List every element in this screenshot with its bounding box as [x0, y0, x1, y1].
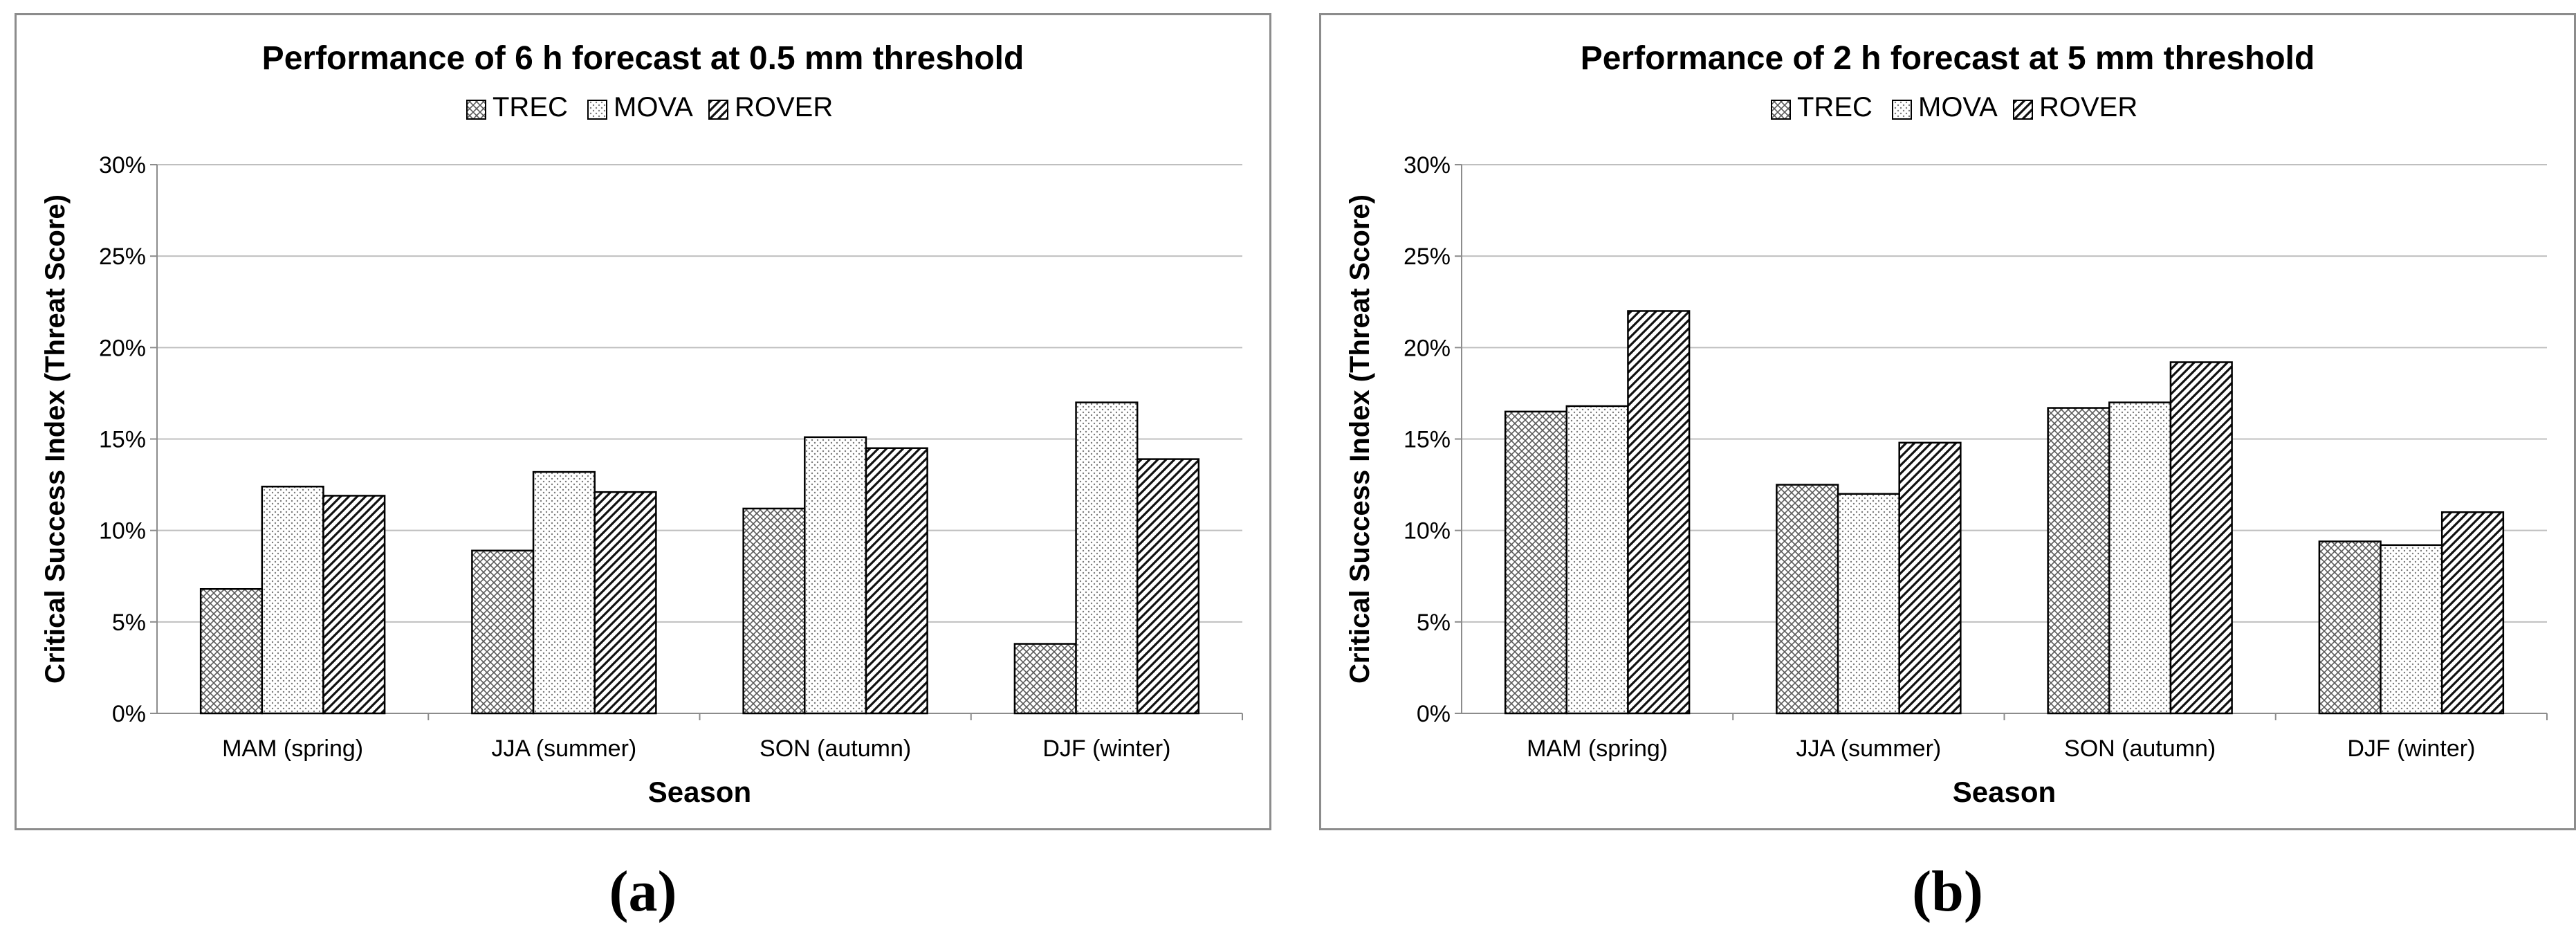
bar-mova	[1565, 405, 1629, 715]
bar-rover	[1898, 441, 1962, 715]
y-tick-label: 10%	[99, 518, 146, 545]
bar-rover	[322, 495, 386, 715]
legend-swatch-mova	[1892, 100, 1912, 120]
legend-label-rover: ROVER	[735, 92, 833, 122]
bar-rover	[1627, 310, 1691, 715]
bar-rover	[2440, 511, 2505, 715]
bar-trec	[1776, 484, 1839, 715]
caption-b: (b)	[1912, 859, 1983, 924]
bar-trec	[2047, 407, 2110, 715]
chart-panel-a: Performance of 6 h forecast at 0.5 mm th…	[15, 13, 1271, 830]
legend: TREC MOVA ROVER	[466, 92, 833, 122]
y-tick-label: 30%	[99, 152, 146, 179]
bar-mova	[1837, 493, 1900, 715]
legend-swatch-trec	[1771, 100, 1791, 120]
legend-swatch-trec	[466, 100, 486, 120]
bar-trec	[471, 549, 535, 715]
y-tick-label: 15%	[99, 427, 146, 453]
x-axis-label: Season	[1953, 776, 2056, 808]
legend-label-trec: TREC	[493, 92, 568, 122]
caption-a: (a)	[609, 859, 677, 924]
y-tick-label: 15%	[1404, 427, 1451, 453]
legend-swatch-mova	[587, 100, 607, 120]
chart-panel-b: Performance of 2 h forecast at 5 mm thre…	[1319, 13, 2576, 830]
legend-label-mova: MOVA	[1918, 92, 1998, 122]
legend-label-trec: TREC	[1797, 92, 1873, 122]
y-tick-label: 25%	[99, 244, 146, 270]
y-axis-label: Critical Success Index (Threat Score)	[1345, 194, 1375, 684]
bar-mova	[804, 436, 867, 715]
bar-rover	[865, 447, 928, 715]
bar-trec	[2318, 540, 2382, 715]
bar-trec	[199, 588, 264, 715]
chart-title: Performance of 6 h forecast at 0.5 mm th…	[262, 40, 1024, 77]
legend: TREC MOVA ROVER	[1771, 92, 2137, 122]
bar-mova	[2108, 401, 2172, 715]
bar-mova	[2380, 544, 2443, 715]
x-tick-label: JJA (summer)	[1796, 736, 1942, 762]
chart-title: Performance of 2 h forecast at 5 mm thre…	[1581, 40, 2315, 77]
bar-trec	[742, 507, 806, 715]
y-tick-label: 20%	[1404, 335, 1451, 361]
x-tick-label: SON (autumn)	[760, 736, 911, 762]
x-tick-label: MAM (spring)	[222, 736, 363, 762]
legend-label-mova: MOVA	[614, 92, 693, 122]
bar-rover	[1136, 458, 1200, 715]
bar-trec	[1504, 410, 1568, 715]
y-tick-label: 10%	[1404, 518, 1451, 545]
chart-svg: Performance of 6 h forecast at 0.5 mm th…	[40, 40, 1243, 808]
bar-rover	[594, 491, 657, 715]
bar-rover	[2169, 361, 2233, 715]
y-tick-label: 20%	[99, 335, 146, 361]
y-tick-label: 25%	[1404, 244, 1451, 270]
legend-swatch-rover	[708, 100, 728, 120]
bar-trec	[1013, 643, 1077, 715]
x-tick-label: SON (autumn)	[2064, 736, 2216, 762]
chart-svg: Performance of 2 h forecast at 5 mm thre…	[1345, 40, 2548, 808]
y-axis-label: Critical Success Index (Threat Score)	[40, 194, 71, 684]
x-axis-label: Season	[648, 776, 751, 808]
y-tick-label: 30%	[1404, 152, 1451, 179]
bar-mova	[1075, 401, 1139, 715]
bar-mova	[532, 470, 596, 715]
y-tick-label: 5%	[112, 610, 146, 636]
x-tick-label: JJA (summer)	[492, 736, 637, 762]
x-tick-label: DJF (winter)	[1042, 736, 1170, 762]
y-tick-label: 5%	[1417, 610, 1451, 636]
y-tick-label: 0%	[1417, 701, 1451, 727]
legend-swatch-rover	[2013, 100, 2033, 120]
y-tick-label: 0%	[112, 701, 146, 727]
x-tick-label: DJF (winter)	[2347, 736, 2475, 762]
bar-mova	[261, 485, 324, 715]
x-tick-label: MAM (spring)	[1527, 736, 1668, 762]
legend-label-rover: ROVER	[2039, 92, 2137, 122]
